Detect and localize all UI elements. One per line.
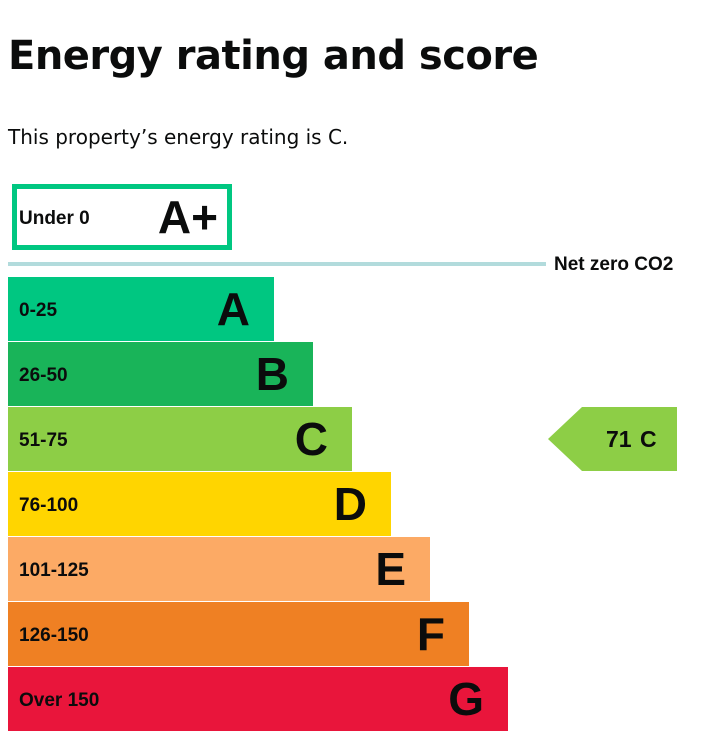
band-a: 0-25 A <box>8 277 274 341</box>
band-letter-a-plus: A+ <box>158 191 218 243</box>
band-letter-c: C <box>295 413 328 465</box>
band-f: 126-150 F <box>8 602 469 666</box>
band-bar-g <box>8 667 508 731</box>
band-bar-a-plus <box>12 184 232 250</box>
band-range-e: 101-125 <box>19 560 89 581</box>
band-bar-f <box>8 602 469 666</box>
band-range-d: 76-100 <box>19 495 78 516</box>
band-letter-g: G <box>448 673 484 725</box>
band-range-a-plus: Under 0 <box>19 208 90 229</box>
band-g: Over 150 G <box>8 667 508 731</box>
band-bar-b <box>8 342 313 406</box>
band-letter-a: A <box>217 283 250 335</box>
band-range-a: 0-25 <box>19 300 57 321</box>
page-title: Energy rating and score <box>8 33 539 79</box>
band-letter-b: B <box>256 348 289 400</box>
band-range-g: Over 150 <box>19 690 99 711</box>
rating-summary: This property’s energy rating is C. <box>8 125 349 149</box>
rating-bands: Under 0 A+ 0-25 A 26-50 B 51-75 C 76-100 D 101-125… <box>8 184 508 731</box>
band-range-b: 26-50 <box>19 365 68 386</box>
band-b: 26-50 B <box>8 342 313 406</box>
band-range-f: 126-150 <box>19 625 89 646</box>
band-e: 101-125 E <box>8 537 430 601</box>
net-zero-label: Net zero CO2 <box>554 254 673 275</box>
band-bar-d <box>8 472 391 536</box>
band-bar-c <box>8 407 352 471</box>
band-c: 51-75 C <box>8 407 352 471</box>
band-bar-e <box>8 537 430 601</box>
band-letter-d: D <box>334 478 367 530</box>
band-range-c: 51-75 <box>19 430 68 451</box>
current-rating-arrow <box>548 407 677 471</box>
band-bar-a <box>8 277 274 341</box>
band-letter-e: E <box>375 543 406 595</box>
current-rating-letter: C <box>640 426 657 452</box>
band-d: 76-100 D <box>8 472 391 536</box>
current-score: 71 <box>606 426 632 452</box>
band-a-plus: Under 0 A+ <box>12 184 232 250</box>
band-letter-f: F <box>417 608 445 660</box>
current-rating-marker: 71 C <box>548 407 677 471</box>
